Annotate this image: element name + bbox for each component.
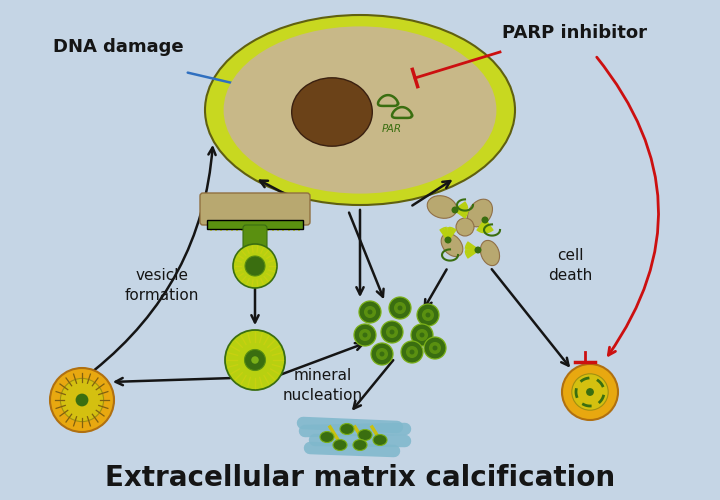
Text: PARP inhibitor: PARP inhibitor <box>503 24 647 42</box>
Ellipse shape <box>371 343 393 365</box>
Ellipse shape <box>363 332 367 338</box>
Ellipse shape <box>373 434 387 446</box>
Text: PAR: PAR <box>382 124 402 134</box>
Ellipse shape <box>420 332 425 338</box>
FancyBboxPatch shape <box>200 193 310 225</box>
Ellipse shape <box>320 432 334 442</box>
Ellipse shape <box>572 374 608 410</box>
Ellipse shape <box>427 196 456 218</box>
Ellipse shape <box>359 329 371 341</box>
Ellipse shape <box>429 342 441 354</box>
Ellipse shape <box>397 306 402 310</box>
Ellipse shape <box>50 368 114 432</box>
Ellipse shape <box>433 346 438 350</box>
Text: vesicle
formation: vesicle formation <box>125 268 199 303</box>
Ellipse shape <box>474 246 482 254</box>
Ellipse shape <box>394 302 406 314</box>
Ellipse shape <box>416 329 428 341</box>
Ellipse shape <box>390 330 395 334</box>
Text: mineral
nucleation: mineral nucleation <box>283 368 363 403</box>
Ellipse shape <box>424 337 446 359</box>
Ellipse shape <box>354 324 376 346</box>
Ellipse shape <box>417 304 439 326</box>
Ellipse shape <box>340 424 354 434</box>
Ellipse shape <box>245 256 265 276</box>
Ellipse shape <box>586 388 594 396</box>
Text: Extracellular matrix calcification: Extracellular matrix calcification <box>105 464 615 492</box>
Ellipse shape <box>422 309 434 321</box>
Ellipse shape <box>444 236 451 244</box>
Ellipse shape <box>233 244 277 288</box>
Ellipse shape <box>353 440 367 450</box>
Ellipse shape <box>426 312 431 318</box>
Ellipse shape <box>292 78 372 146</box>
Ellipse shape <box>359 301 381 323</box>
FancyBboxPatch shape <box>207 220 303 229</box>
Ellipse shape <box>386 326 398 338</box>
Ellipse shape <box>225 330 285 390</box>
Ellipse shape <box>224 26 496 194</box>
Ellipse shape <box>456 218 474 236</box>
Ellipse shape <box>358 430 372 440</box>
Ellipse shape <box>364 306 376 318</box>
Ellipse shape <box>467 199 492 227</box>
Text: cell
death: cell death <box>548 248 592 283</box>
Ellipse shape <box>410 350 415 354</box>
Ellipse shape <box>76 394 89 406</box>
Ellipse shape <box>367 310 372 314</box>
Ellipse shape <box>562 364 618 420</box>
Ellipse shape <box>333 440 347 450</box>
Ellipse shape <box>441 234 463 256</box>
Ellipse shape <box>205 15 515 205</box>
Ellipse shape <box>251 356 258 364</box>
Ellipse shape <box>480 240 500 266</box>
Ellipse shape <box>401 341 423 363</box>
Text: DNA damage: DNA damage <box>53 38 184 56</box>
Ellipse shape <box>379 352 384 356</box>
FancyBboxPatch shape <box>243 225 267 253</box>
Ellipse shape <box>389 297 411 319</box>
Ellipse shape <box>451 206 459 214</box>
Ellipse shape <box>482 216 488 224</box>
Ellipse shape <box>381 321 403 343</box>
Ellipse shape <box>60 378 104 422</box>
Ellipse shape <box>245 350 266 370</box>
Ellipse shape <box>411 324 433 346</box>
Ellipse shape <box>406 346 418 358</box>
Ellipse shape <box>376 348 388 360</box>
